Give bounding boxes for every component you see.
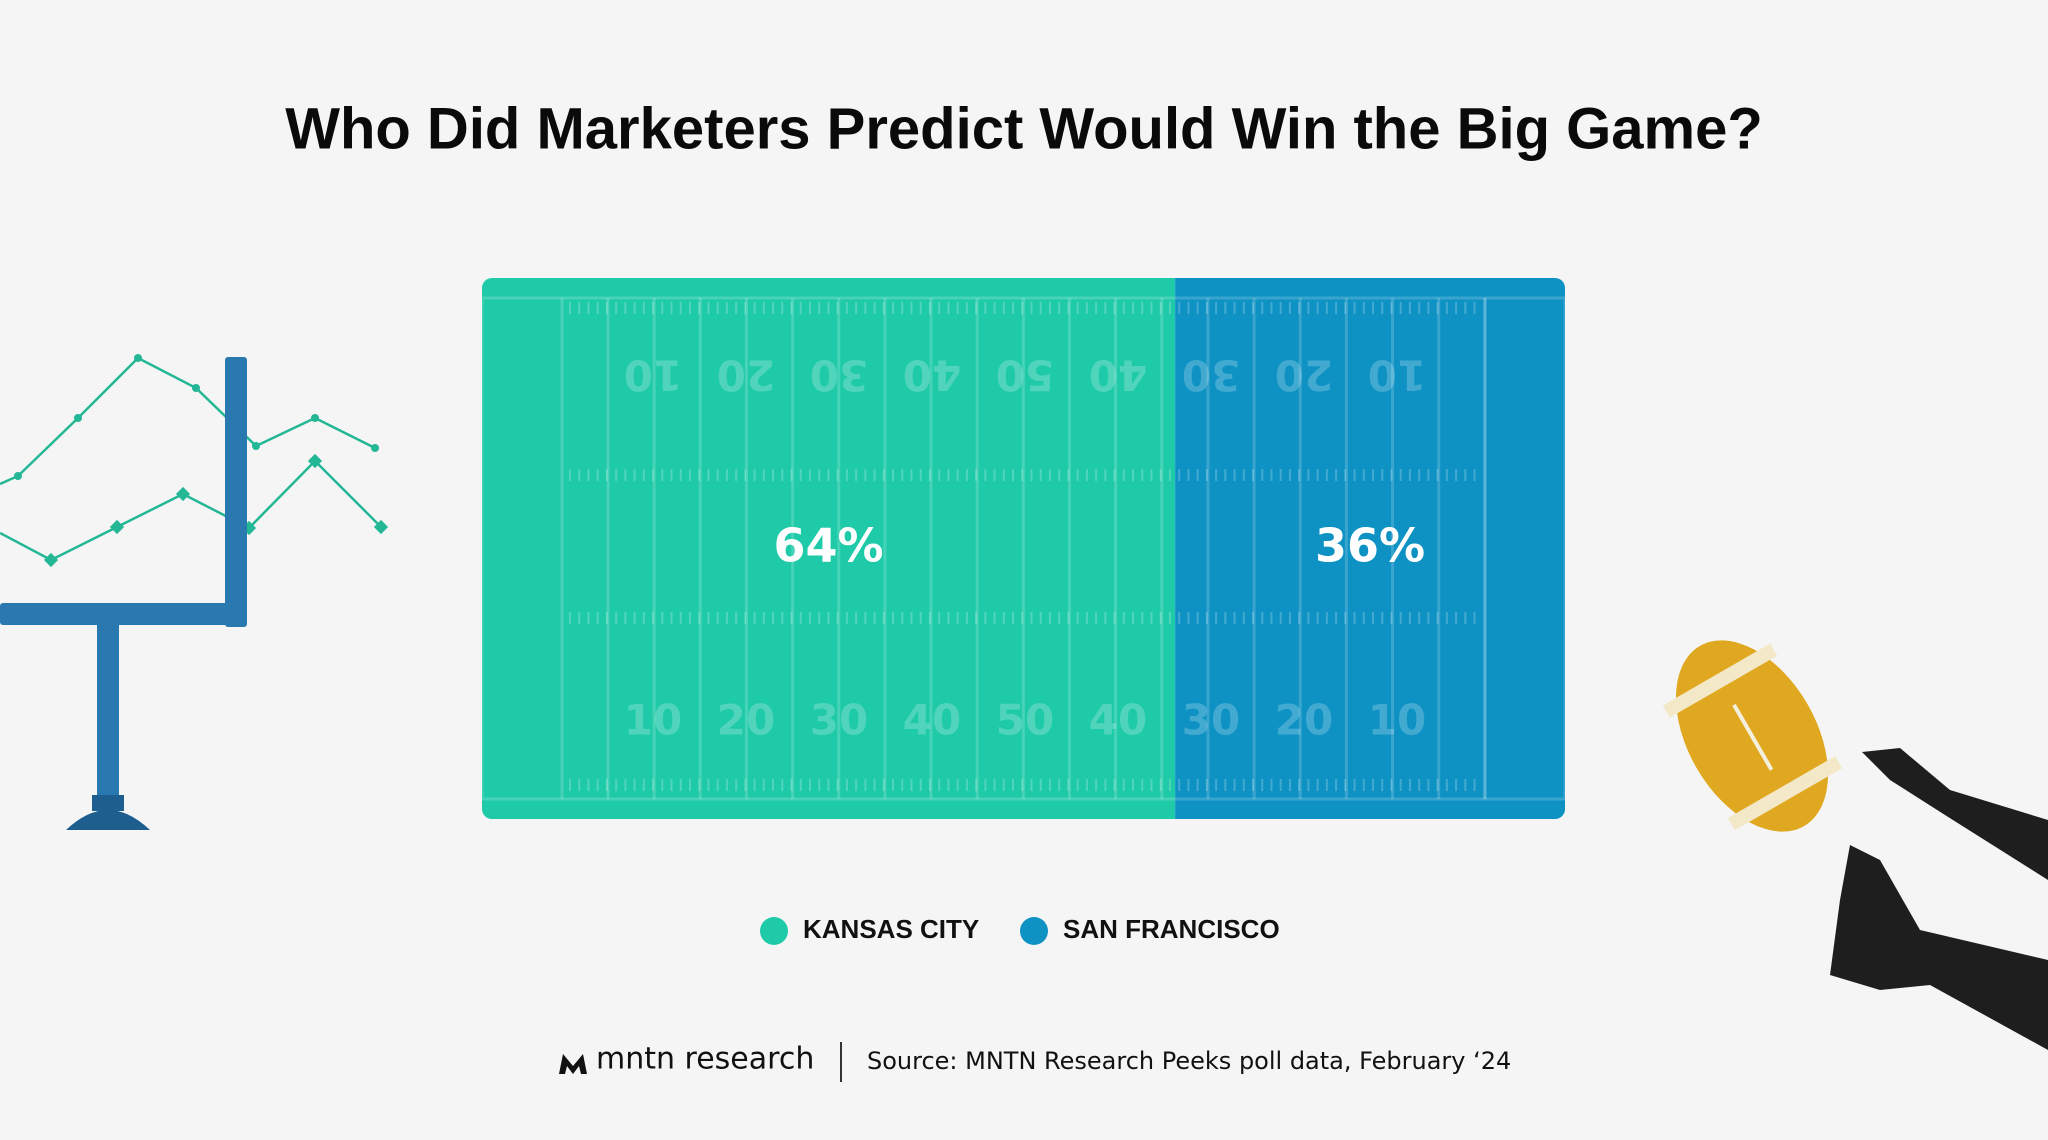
yard-number: 40 (903, 351, 961, 400)
hash-marks (569, 302, 1476, 791)
bar-segment (482, 278, 1176, 819)
value-label: 64% (774, 519, 884, 573)
yard-number: 30 (1182, 696, 1240, 745)
yard-number: 10 (1368, 351, 1426, 400)
brand: mntn research (596, 1042, 814, 1077)
field-lines (482, 296, 1565, 801)
legend-label: KANSAS CITY (803, 914, 979, 944)
field-border (482, 296, 1565, 801)
bar-segment (1175, 278, 1565, 819)
field-body: 10 10 20 20 30 30 40 40 50 50 40 40 30 30 20 20 10 10 (482, 278, 1565, 819)
yard-number: 30 (810, 351, 868, 400)
yard-number: 10 (624, 696, 682, 745)
field: 10 10 20 20 30 30 40 40 50 50 40 40 30 30 20 20 10 10 64% 3… (482, 278, 1565, 819)
legend: KANSAS CITY SAN FRANCISCO (760, 914, 1280, 945)
yard-number: 20 (717, 351, 775, 400)
yard-number: 20 (1275, 351, 1333, 400)
legend-swatch (1020, 917, 1048, 945)
football (1662, 640, 1843, 832)
yard-number: 40 (903, 696, 961, 745)
yard-number: 30 (1182, 351, 1240, 400)
yard-number: 40 (1089, 351, 1147, 400)
yard-number: 20 (1275, 696, 1333, 745)
yard-number: 20 (717, 696, 775, 745)
yard-number: 30 (810, 696, 868, 745)
yard-number: 10 (1368, 696, 1426, 745)
yard-number: 50 (996, 351, 1054, 400)
goalpost (0, 357, 247, 830)
legend-label: SAN FRANCISCO (1063, 914, 1280, 944)
value-label: 36% (1315, 519, 1425, 573)
yard-number: 50 (996, 696, 1054, 745)
player (1830, 748, 2048, 1050)
legend-swatch (760, 917, 788, 945)
source: Source: MNTN Research Peeks poll data, F… (867, 1047, 1511, 1075)
yard-number: 40 (1089, 696, 1147, 745)
yard-number: 10 (624, 351, 682, 400)
brand-logo (559, 1054, 587, 1074)
chart-title: Who Did Marketers Predict Would Win the … (285, 96, 1763, 161)
